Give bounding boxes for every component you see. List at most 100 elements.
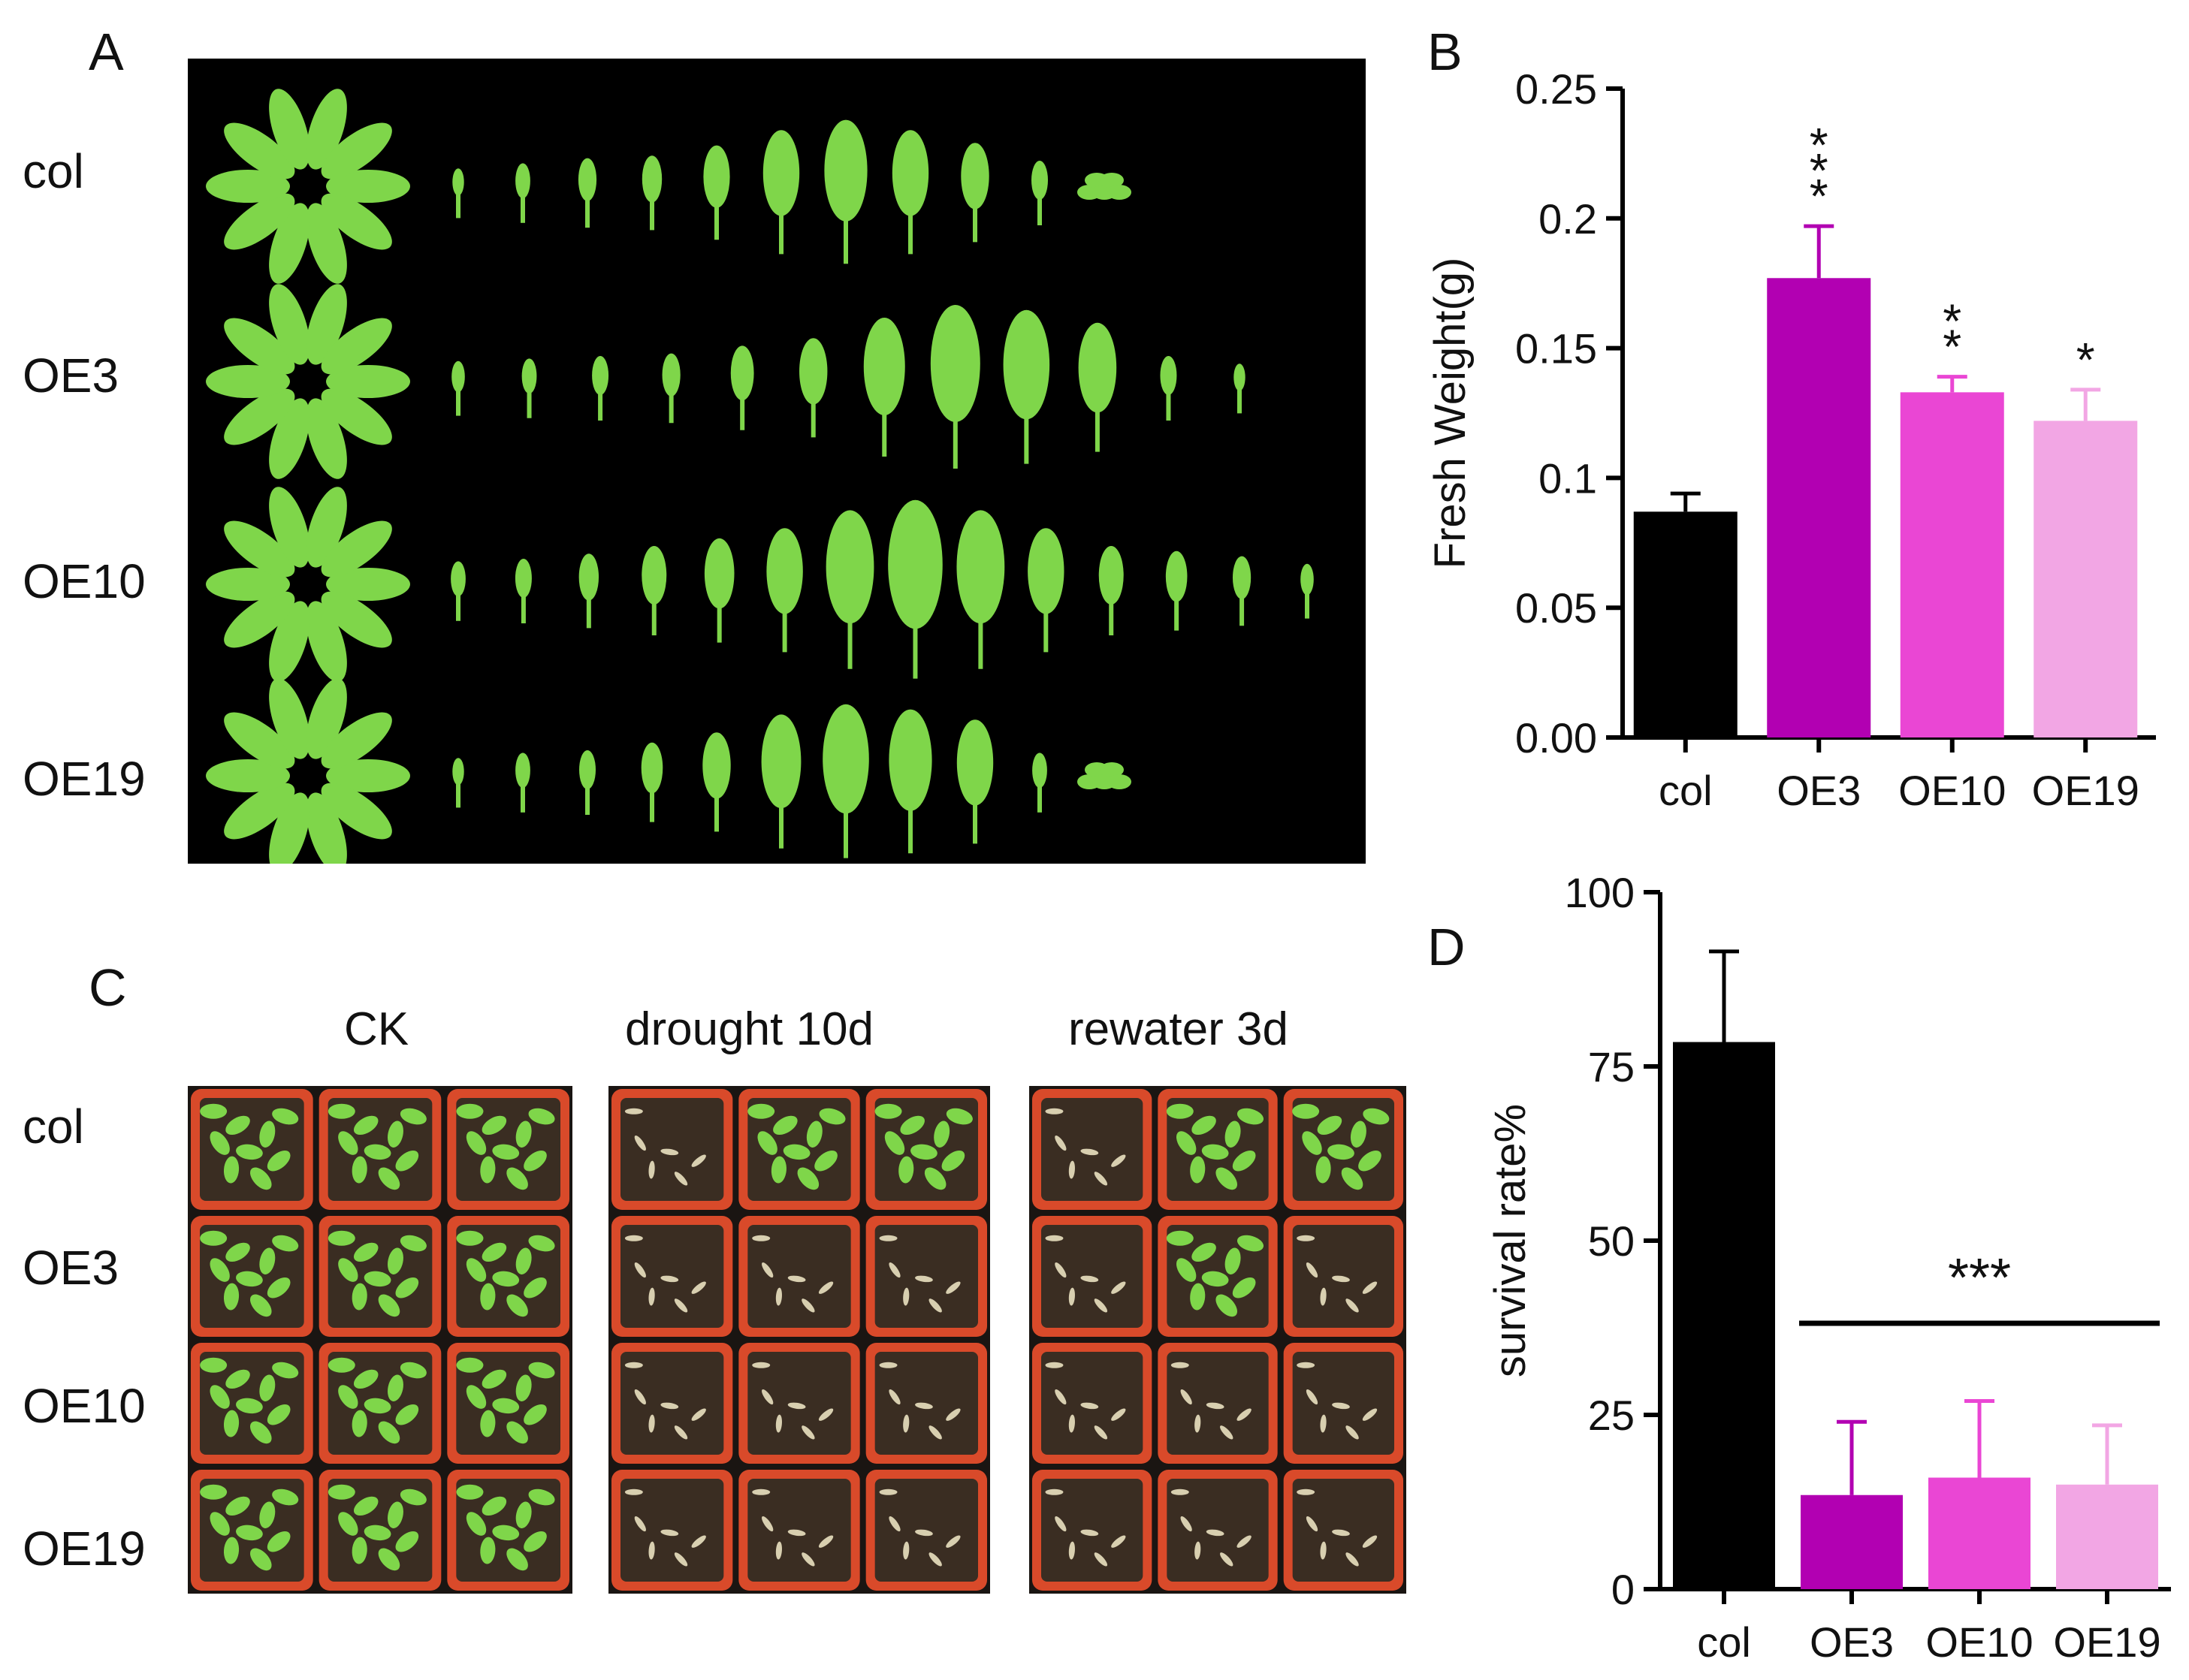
- pot: [447, 1470, 569, 1591]
- panel-c-row-label-col: col: [23, 1099, 84, 1154]
- pot: [1158, 1343, 1278, 1464]
- chart-d: 0 25 50 75 100 survival rate% col OE3 OE10 OE19 **…: [1486, 869, 2171, 1666]
- pot: [738, 1089, 860, 1210]
- tray-photo-ck: [188, 1086, 572, 1594]
- x-tick-label-col: col: [1659, 767, 1713, 814]
- pot: [865, 1216, 987, 1337]
- tray-photo-rewater: [1029, 1086, 1406, 1594]
- pot: [1283, 1470, 1403, 1591]
- panel-c-row-label-oe19: OE19: [23, 1522, 146, 1576]
- pot: [611, 1343, 733, 1464]
- bar-oe19: [2056, 1484, 2158, 1589]
- svg-text:*: *: [1810, 143, 1828, 198]
- pot: [191, 1216, 313, 1337]
- significance-group-label: ***: [1948, 1248, 2011, 1308]
- y-axis-label: Fresh Weight(g): [1426, 258, 1475, 569]
- x-tick-label-oe19: OE19: [2032, 767, 2139, 814]
- significance-oe10: **: [1943, 294, 1961, 374]
- pot: [319, 1470, 442, 1591]
- pot: [738, 1216, 860, 1337]
- svg-text:*: *: [1810, 118, 1828, 172]
- pot: [865, 1343, 987, 1464]
- significance-oe19: *: [2076, 333, 2095, 387]
- y-tick-label: 0.1: [1538, 454, 1597, 502]
- y-tick-label: 75: [1588, 1043, 1635, 1090]
- x-tick-label-oe3: OE3: [1810, 1618, 1894, 1666]
- pot: [1283, 1343, 1403, 1464]
- chart-b: 0.00 0.05 0.1 0.15 0.2 0.25 Fresh Weight(g) col…: [1426, 65, 2156, 814]
- leaf-row-4: [206, 678, 1131, 864]
- pot: [865, 1470, 987, 1591]
- panel-d-letter: D: [1427, 918, 1466, 976]
- pot: [447, 1343, 569, 1464]
- panel-a-leaf-photo: [188, 59, 1366, 864]
- pot: [1283, 1089, 1403, 1210]
- y-tick-label: 100: [1565, 869, 1635, 916]
- pot: [1032, 1343, 1152, 1464]
- pot: [611, 1470, 733, 1591]
- bar-oe3: [1767, 278, 1871, 738]
- svg-text:*: *: [2076, 333, 2095, 387]
- pot: [319, 1216, 442, 1337]
- pot: [1158, 1089, 1278, 1210]
- bar-oe3: [1801, 1495, 1903, 1589]
- pot: [191, 1089, 313, 1210]
- pot: [1158, 1470, 1278, 1591]
- y-tick-label: 50: [1588, 1217, 1635, 1265]
- tray-photo-drought: [608, 1086, 990, 1594]
- x-tick-label-col: col: [1697, 1618, 1751, 1666]
- significance-oe3: ***: [1810, 118, 1828, 223]
- pot: [319, 1343, 442, 1464]
- panel-a-row-label-oe19: OE19: [23, 752, 146, 806]
- pot: [738, 1343, 860, 1464]
- svg-text:*: *: [1810, 169, 1828, 223]
- y-tick-label: 0.2: [1538, 195, 1597, 243]
- y-axis-label: survival rate%: [1486, 1104, 1535, 1377]
- pot: [191, 1470, 313, 1591]
- svg-text:*: *: [1943, 320, 1961, 374]
- bar-oe10: [1900, 392, 2004, 737]
- pot: [1032, 1470, 1152, 1591]
- pot: [1283, 1216, 1403, 1337]
- panel-a-row-label-col: col: [23, 144, 84, 198]
- y-tick-label: 0.25: [1515, 65, 1597, 113]
- pot: [191, 1343, 313, 1464]
- bar-oe10: [1928, 1477, 2030, 1589]
- y-tick-label: 25: [1588, 1392, 1635, 1439]
- bar-col: [1633, 511, 1738, 737]
- leaf-rows: [206, 89, 1314, 864]
- y-tick-label: 0: [1611, 1566, 1635, 1613]
- x-tick-label-oe10: OE10: [1898, 767, 2006, 814]
- panel-c-condition-drought: drought 10d: [625, 1003, 874, 1055]
- y-tick-label: 0.05: [1515, 584, 1597, 632]
- panel-b-letter: B: [1427, 23, 1463, 81]
- x-tick-label-oe19: OE19: [2053, 1618, 2160, 1666]
- panel-c-row-label-oe3: OE3: [23, 1241, 119, 1295]
- pot: [447, 1089, 569, 1210]
- y-tick-label: 0.00: [1515, 714, 1597, 762]
- panel-b-chart: 0.00 0.05 0.1 0.15 0.2 0.25 Fresh Weight(g) col…: [1426, 65, 2156, 814]
- pot: [1032, 1216, 1152, 1337]
- pot: [865, 1089, 987, 1210]
- bar-col: [1673, 1042, 1775, 1589]
- panel-a-row-label-oe3: OE3: [23, 348, 119, 403]
- bar-oe19: [2034, 421, 2138, 737]
- panel-c-condition-rewater: rewater 3d: [1068, 1003, 1288, 1055]
- panel-a-letter: A: [89, 23, 124, 81]
- panel-c-letter: C: [89, 958, 127, 1017]
- pot: [1032, 1089, 1152, 1210]
- pot: [1158, 1216, 1278, 1337]
- pot: [611, 1089, 733, 1210]
- panel-c-row-label-oe10: OE10: [23, 1379, 146, 1433]
- pot: [738, 1470, 860, 1591]
- pot: [447, 1216, 569, 1337]
- panel-d-chart: 0 25 50 75 100 survival rate% col OE3 OE10 OE19 **…: [1486, 869, 2171, 1666]
- x-tick-label-oe3: OE3: [1777, 767, 1861, 814]
- panel-c-condition-ck: CK: [344, 1003, 409, 1055]
- leaf-row-3: [206, 487, 1314, 682]
- pot: [319, 1089, 442, 1210]
- svg-text:*: *: [1943, 294, 1961, 348]
- leaf-row-2: [206, 284, 1245, 479]
- panel-a-row-label-oe10: OE10: [23, 554, 146, 608]
- leaf-row-1: [206, 89, 1131, 284]
